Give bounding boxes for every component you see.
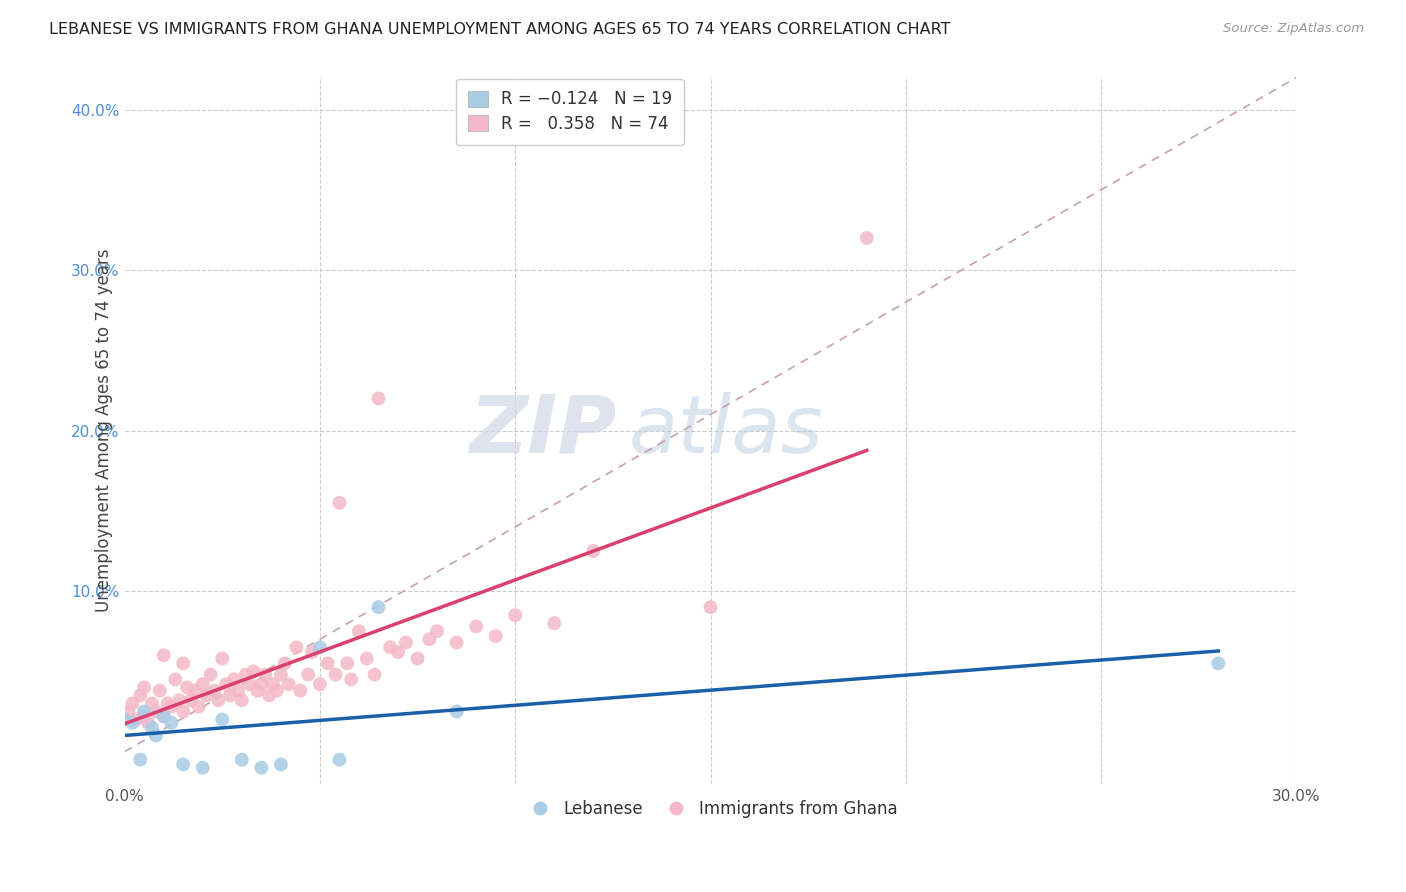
Point [325, 667, 347, 681]
Point [187, 699, 209, 714]
Point [231, 753, 253, 767]
Point [134, 709, 156, 723]
Point [191, 761, 214, 775]
Point [141, 721, 163, 735]
Point [367, 392, 389, 406]
Point [204, 683, 226, 698]
Point [277, 677, 299, 691]
Point [309, 640, 332, 655]
Text: atlas: atlas [628, 392, 824, 469]
Point [270, 667, 292, 681]
Point [156, 697, 179, 711]
Point [426, 624, 449, 639]
Point [367, 600, 389, 615]
Point [582, 544, 605, 558]
Point [290, 683, 312, 698]
Legend: Lebanese, Immigrants from Ghana: Lebanese, Immigrants from Ghana [516, 794, 904, 825]
Point [274, 657, 297, 671]
Point [446, 705, 468, 719]
Point [134, 681, 156, 695]
Text: ZIP: ZIP [470, 392, 617, 469]
Point [215, 677, 238, 691]
Point [145, 729, 167, 743]
Point [129, 753, 152, 767]
Point [380, 640, 402, 655]
Point [297, 667, 319, 681]
Point [316, 657, 339, 671]
Point [235, 667, 257, 681]
Point [226, 683, 249, 698]
Point [503, 608, 526, 623]
Point [301, 645, 323, 659]
Text: LEBANESE VS IMMIGRANTS FROM GHANA UNEMPLOYMENT AMONG AGES 65 TO 74 YEARS CORRELA: LEBANESE VS IMMIGRANTS FROM GHANA UNEMPL… [49, 22, 950, 37]
Point [136, 715, 159, 730]
Point [195, 689, 218, 703]
Point [152, 709, 174, 723]
Point [242, 665, 264, 679]
Y-axis label: Unemployment Among Ages 65 to 74 years: Unemployment Among Ages 65 to 74 years [96, 249, 114, 612]
Point [200, 667, 222, 681]
Point [309, 677, 332, 691]
Point [172, 657, 194, 671]
Point [270, 757, 292, 772]
Point [266, 683, 288, 698]
Point [172, 757, 194, 772]
Point [114, 713, 136, 727]
Point [129, 689, 152, 703]
Point [176, 681, 198, 695]
Point [117, 705, 139, 719]
Point [395, 635, 418, 649]
Point [184, 683, 207, 698]
Point [543, 616, 565, 631]
Point [114, 713, 136, 727]
Point [254, 667, 277, 681]
Point [219, 689, 242, 703]
Point [152, 648, 174, 663]
Point [257, 689, 280, 703]
Point [699, 600, 721, 615]
Point [465, 619, 488, 633]
Point [172, 705, 194, 719]
Point [1208, 657, 1230, 671]
Point [134, 705, 156, 719]
Point [211, 651, 233, 665]
Point [149, 683, 172, 698]
Text: Source: ZipAtlas.com: Source: ZipAtlas.com [1223, 22, 1364, 36]
Point [160, 699, 183, 714]
Point [356, 651, 378, 665]
Point [191, 677, 214, 691]
Point [328, 496, 350, 510]
Point [418, 632, 440, 647]
Point [152, 709, 174, 723]
Point [169, 693, 191, 707]
Point [446, 635, 468, 649]
Point [347, 624, 370, 639]
Point [207, 693, 229, 707]
Point [406, 651, 429, 665]
Point [328, 753, 350, 767]
Point [222, 673, 245, 687]
Point [340, 673, 363, 687]
Point [250, 677, 273, 691]
Point [285, 640, 308, 655]
Point [336, 657, 359, 671]
Point [250, 761, 273, 775]
Point [160, 715, 183, 730]
Point [855, 231, 877, 245]
Point [145, 705, 167, 719]
Point [125, 713, 148, 727]
Point [165, 673, 187, 687]
Point [239, 677, 262, 691]
Point [141, 697, 163, 711]
Point [180, 693, 202, 707]
Point [121, 697, 143, 711]
Point [231, 693, 253, 707]
Point [485, 629, 508, 643]
Point [211, 713, 233, 727]
Point [262, 677, 284, 691]
Point [246, 683, 269, 698]
Point [121, 715, 143, 730]
Point [363, 667, 385, 681]
Point [387, 645, 409, 659]
